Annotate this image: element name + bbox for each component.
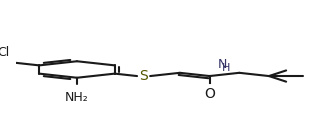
Text: NH₂: NH₂	[65, 91, 89, 104]
Text: S: S	[139, 69, 148, 83]
Text: O: O	[204, 87, 215, 101]
Text: N: N	[218, 58, 228, 71]
Text: H: H	[222, 63, 230, 73]
Text: Cl: Cl	[0, 46, 10, 59]
